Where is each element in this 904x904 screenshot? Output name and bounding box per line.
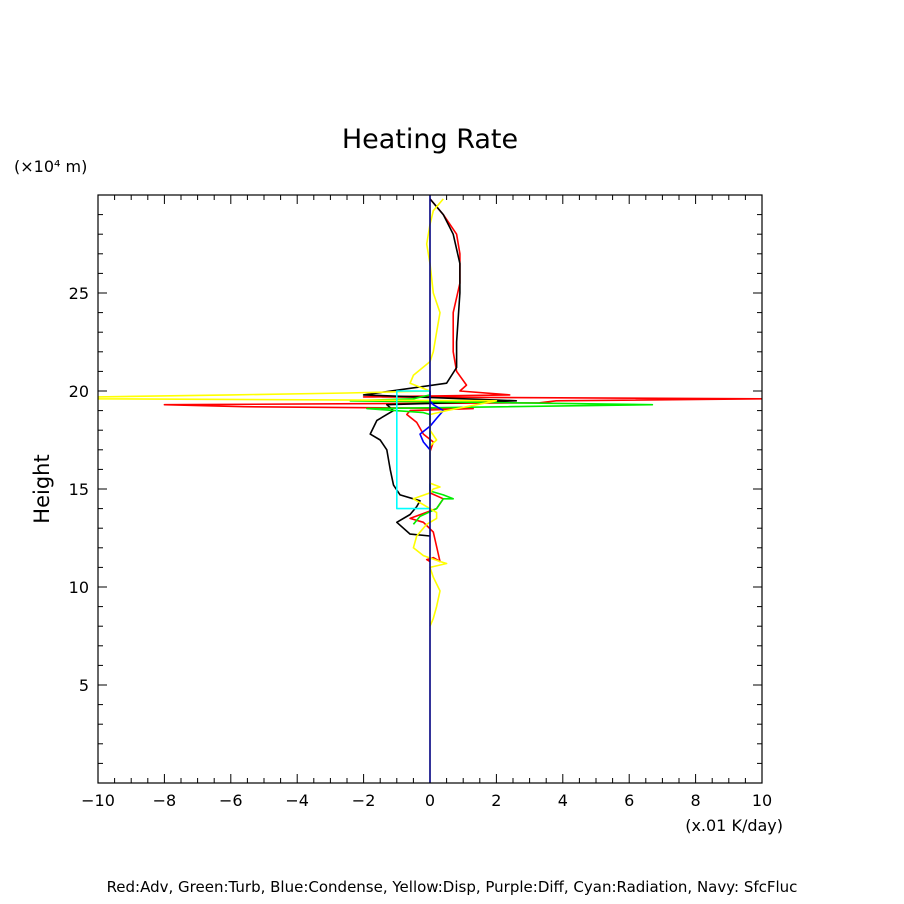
y-axis-label: Height bbox=[30, 454, 54, 523]
x-axis-unit: (x.01 K/day) bbox=[685, 816, 783, 835]
series-line-2 bbox=[349, 394, 654, 525]
x-tick-label: −8 bbox=[153, 791, 177, 810]
series-line-4 bbox=[98, 198, 498, 627]
series-line-3 bbox=[419, 391, 445, 451]
x-tick-label: −2 bbox=[352, 791, 376, 810]
x-tick-label: 8 bbox=[691, 791, 701, 810]
series-group bbox=[98, 195, 762, 783]
x-tick-label: 6 bbox=[624, 791, 634, 810]
x-tick-label: 2 bbox=[491, 791, 501, 810]
y-tick-label: 10 bbox=[69, 578, 89, 597]
series-line-5 bbox=[395, 390, 430, 510]
y-tick-label: 5 bbox=[79, 676, 89, 695]
x-tick-label: −10 bbox=[81, 791, 115, 810]
y-tick-label: 25 bbox=[69, 284, 89, 303]
series-line-1 bbox=[362, 198, 518, 537]
y-tick-label: 15 bbox=[69, 480, 89, 499]
plot-frame bbox=[97, 194, 763, 784]
axis-ticks bbox=[97, 195, 763, 783]
y-axis-unit: (×10⁴ m) bbox=[14, 157, 87, 176]
series-line-0 bbox=[163, 198, 762, 563]
y-tick-label: 20 bbox=[69, 382, 89, 401]
y-tick-labels: 5 10 15 20 25 bbox=[69, 284, 89, 695]
x-tick-label: 4 bbox=[558, 791, 568, 810]
chart-title: Heating Rate bbox=[342, 124, 518, 155]
x-tick-label: −4 bbox=[285, 791, 309, 810]
x-tick-labels: −10 −8 −6 −4 −2 0 2 4 6 8 10 bbox=[81, 791, 772, 810]
x-tick-label: 10 bbox=[752, 791, 772, 810]
x-tick-label: 0 bbox=[425, 791, 435, 810]
x-tick-label: −6 bbox=[219, 791, 243, 810]
footer-legend: Red:Adv, Green:Turb, Blue:Condense, Yell… bbox=[107, 878, 798, 896]
